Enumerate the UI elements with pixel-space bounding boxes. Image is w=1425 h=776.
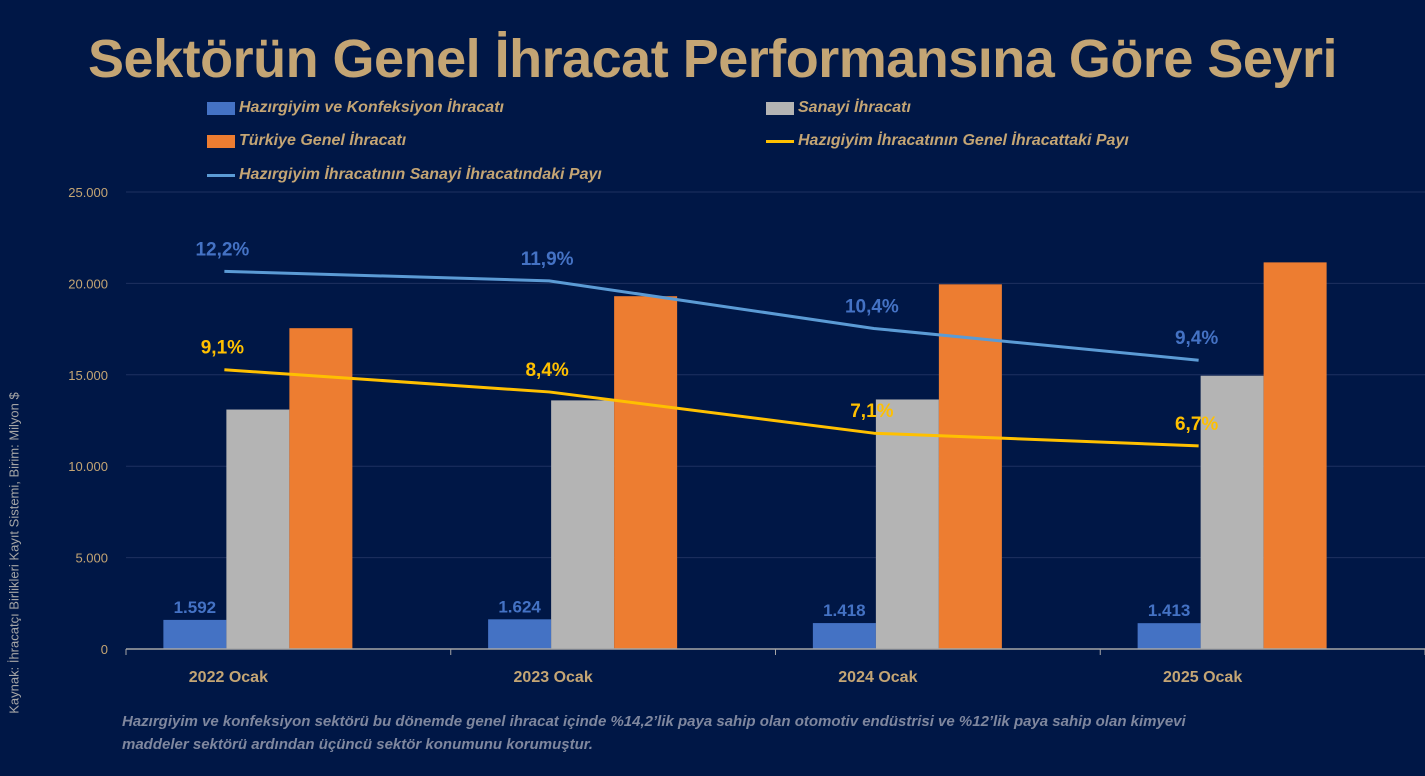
bar-genel bbox=[614, 296, 678, 649]
legend-swatch-hazirgiyim bbox=[207, 101, 235, 115]
legend-label: Hazırgiyim ve Konfeksiyon İhracatı bbox=[239, 99, 504, 116]
bar-value-label: 1.413 bbox=[1148, 601, 1191, 620]
bar-genel bbox=[289, 328, 353, 649]
legend-label: Hazırgiyim İhracatının Sanayi İhracatınd… bbox=[239, 166, 602, 183]
legend-swatch-genel bbox=[207, 134, 235, 148]
line-value-label: 11,9% bbox=[521, 249, 574, 270]
bars bbox=[163, 262, 1327, 649]
y-axis-ticks: 0 5.000 10.000 15.000 20.000 25.000 bbox=[68, 185, 108, 657]
x-category-label: 2025 Ocak bbox=[1163, 669, 1242, 686]
bar-hazirgiyim bbox=[812, 623, 876, 649]
legend-swatch-share-general bbox=[766, 139, 794, 143]
legend-label: Türkiye Genel İhracatı bbox=[239, 132, 407, 149]
y-tick-label: 15.000 bbox=[68, 368, 108, 383]
line-value-label: 6,7% bbox=[1175, 414, 1218, 435]
bar-value-label: 1.624 bbox=[498, 597, 541, 616]
y-tick-label: 25.000 bbox=[68, 185, 108, 200]
line-value-label: 9,4% bbox=[1175, 328, 1218, 349]
legend-item-share-industry: Hazırgiyim İhracatının Sanayi İhracatınd… bbox=[207, 166, 602, 184]
x-category-label: 2022 Ocak bbox=[189, 669, 268, 686]
bar-hazirgiyim bbox=[163, 619, 227, 649]
legend-item-genel: Türkiye Genel İhracatı bbox=[207, 132, 406, 150]
line-value-label: 12,2% bbox=[195, 239, 249, 260]
line-value-label: 8,4% bbox=[525, 360, 568, 381]
bar-value-label: 1.418 bbox=[823, 601, 866, 620]
legend-item-share-general: Hazıgiyim İhracatının Genel İhracattaki … bbox=[766, 132, 1129, 150]
line-value-label: 10,4% bbox=[845, 296, 899, 317]
y-tick-label: 5.000 bbox=[75, 551, 108, 566]
data-labels: 1.592 1.624 1.418 1.413 9,1% 8,4% 7,1% 6,7% 12,2… bbox=[174, 239, 1219, 620]
line-value-label: 9,1% bbox=[201, 338, 244, 359]
bar-sanayi bbox=[226, 409, 290, 649]
share-lines bbox=[224, 269, 1199, 448]
y-tick-label: 20.000 bbox=[68, 276, 108, 291]
bar-value-label: 1.592 bbox=[174, 598, 217, 617]
x-category-label: 2024 Ocak bbox=[838, 669, 917, 686]
legend-item-sanayi: Sanayi İhracatı bbox=[766, 99, 911, 117]
bar-sanayi bbox=[1200, 375, 1264, 649]
bar-sanayi bbox=[875, 399, 939, 649]
bar-hazirgiyim bbox=[488, 619, 552, 649]
legend-swatch-sanayi bbox=[766, 101, 794, 115]
x-axis: 2022 Ocak 2023 Ocak 2024 Ocak 2025 Ocak bbox=[125, 648, 1425, 686]
bar-genel bbox=[1263, 262, 1327, 649]
line-share_general bbox=[224, 368, 1199, 448]
x-category-label: 2023 Ocak bbox=[514, 669, 593, 686]
y-tick-label: 10.000 bbox=[68, 459, 108, 474]
page-title: Sektörün Genel İhracat Performansına Gör… bbox=[88, 29, 1337, 89]
legend-label: Hazıgiyim İhracatının Genel İhracattaki … bbox=[798, 132, 1129, 149]
legend-swatch-share-industry bbox=[207, 173, 235, 177]
y-tick-label: 0 bbox=[101, 642, 108, 657]
legend-label: Sanayi İhracatı bbox=[798, 99, 911, 116]
bar-hazirgiyim bbox=[1137, 623, 1201, 649]
line-value-label: 7,1% bbox=[850, 401, 893, 422]
bar-genel bbox=[938, 284, 1002, 649]
line-share_industry bbox=[224, 269, 1199, 362]
bar-sanayi bbox=[551, 400, 615, 649]
footnote: Hazırgiyim ve konfeksiyon sektörü bu dön… bbox=[122, 713, 1186, 753]
legend-item-hazirgiyim: Hazırgiyim ve Konfeksiyon İhracatı bbox=[207, 99, 504, 117]
